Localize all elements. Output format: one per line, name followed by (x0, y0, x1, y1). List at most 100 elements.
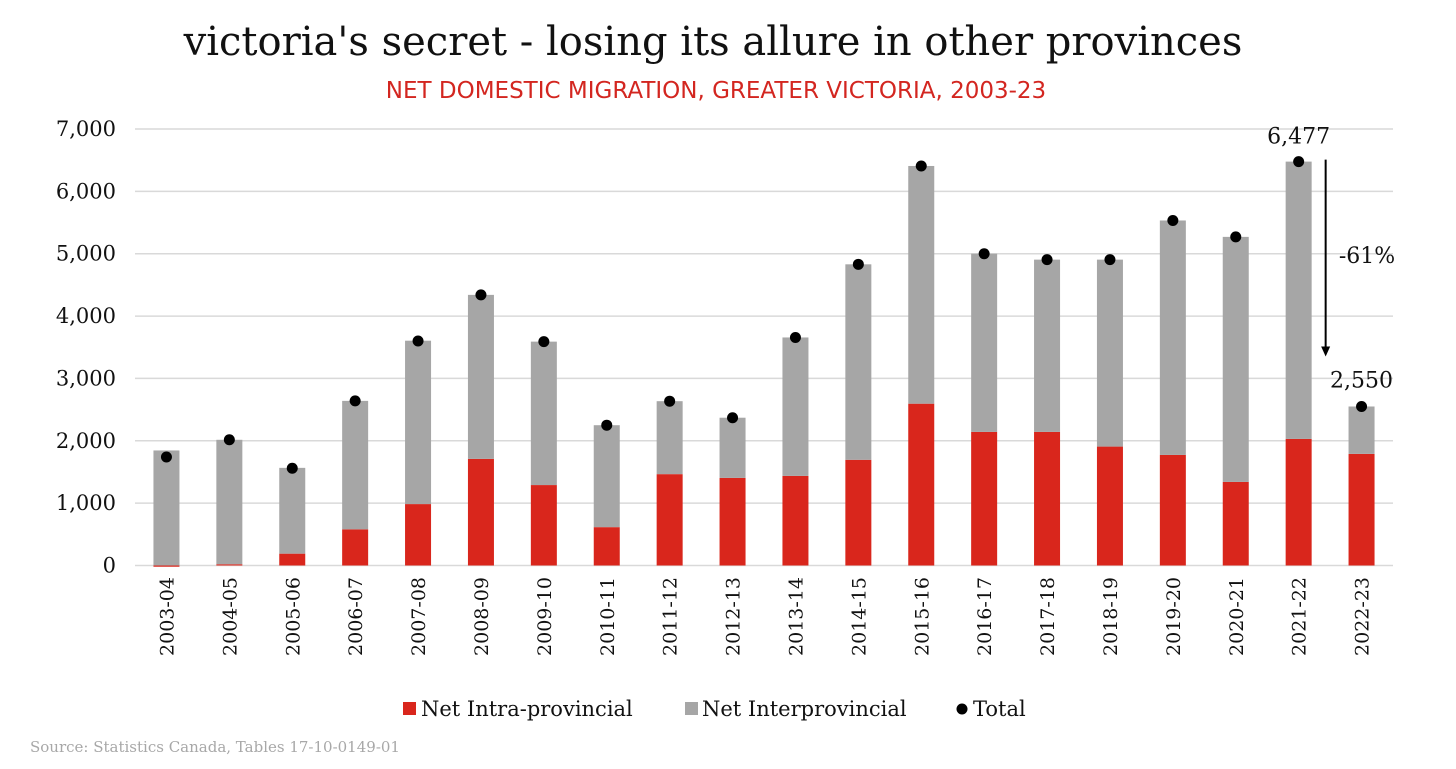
x-tick-label: 2009-10 (534, 577, 556, 656)
total-dot-2003-04 (160, 451, 172, 463)
x-tick-label: 2007-08 (408, 577, 430, 656)
total-dot-2007-08 (412, 335, 424, 347)
total-dot-2011-12 (664, 395, 676, 407)
total-dot-2012-13 (727, 412, 739, 424)
total-dot-2008-09 (475, 289, 487, 301)
bar-net-intra-provincial-2011-12 (656, 474, 683, 566)
x-tick-label: 2011-12 (660, 577, 682, 656)
total-dot-2004-05 (223, 434, 235, 446)
bar-net-intra-provincial-2018-19 (1096, 446, 1123, 566)
gridlines (135, 128, 1393, 567)
bar-net-interprovincial-2010-11 (593, 425, 620, 528)
bar-net-interprovincial-2020-21 (1222, 236, 1249, 482)
bar-net-intra-provincial-2019-20 (1159, 454, 1186, 566)
total-dot-2013-14 (789, 331, 801, 343)
bar-net-interprovincial-2006-07 (342, 400, 369, 530)
y-tick-label: 7,000 (56, 117, 116, 141)
annotations: 6,477 2,550 -61% (1267, 125, 1395, 394)
legend-label-intra: Net Intra-provincial (421, 697, 633, 721)
x-tick-label: 2012-13 (723, 577, 745, 656)
chart-title: victoria's secret - losing its allure in… (183, 19, 1243, 65)
bar-net-intra-provincial-2004-05 (216, 564, 243, 566)
legend-swatch-inter (685, 702, 698, 715)
y-tick-label: 6,000 (56, 179, 116, 203)
bar-net-interprovincial-2012-13 (719, 417, 746, 478)
x-tick-label: 2010-11 (597, 577, 619, 656)
x-tick-label: 2020-21 (1226, 577, 1248, 656)
bar-net-intra-provincial-2007-08 (405, 504, 432, 566)
arrow-down-icon (1321, 346, 1331, 357)
bar-net-interprovincial-2007-08 (405, 340, 432, 505)
bar-net-interprovincial-2021-22 (1285, 161, 1312, 439)
bar-net-interprovincial-2022-23 (1348, 406, 1375, 454)
legend-marker-total (956, 703, 968, 715)
y-tick-label: 0 (103, 554, 116, 578)
y-tick-label: 4,000 (56, 304, 116, 328)
bar-net-intra-provincial-2013-14 (782, 475, 809, 566)
bar-net-intra-provincial-2003-04 (153, 565, 180, 567)
bar-net-interprovincial-2017-18 (1034, 259, 1061, 432)
legend-label-total: Total (973, 697, 1026, 721)
y-tick-label: 1,000 (56, 491, 116, 515)
y-tick-label: 2,000 (56, 429, 116, 453)
total-dot-2014-15 (852, 258, 864, 270)
x-tick-label: 2019-20 (1163, 577, 1185, 656)
x-tick-label: 2008-09 (471, 577, 493, 656)
total-dot-2005-06 (286, 462, 298, 474)
total-dot-2020-21 (1230, 231, 1242, 243)
bar-net-interprovincial-2016-17 (971, 253, 998, 432)
total-dots (160, 156, 1368, 474)
bar-net-interprovincial-2003-04 (153, 450, 180, 566)
bar-net-interprovincial-2013-14 (782, 337, 809, 476)
total-dot-2021-22 (1293, 156, 1305, 168)
x-tick-label: 2022-23 (1352, 577, 1374, 656)
total-dot-2018-19 (1104, 254, 1116, 266)
total-dot-2009-10 (538, 336, 550, 348)
legend: Net Intra-provincial Net Interprovincial… (403, 697, 1026, 721)
x-tick-label: 2018-19 (1100, 577, 1122, 656)
x-tick-label: 2006-07 (345, 577, 367, 656)
total-dot-2006-07 (349, 395, 361, 407)
bar-net-interprovincial-2019-20 (1159, 220, 1186, 455)
bar-net-intra-provincial-2010-11 (593, 527, 620, 566)
bar-net-intra-provincial-2016-17 (971, 431, 998, 566)
bar-net-interprovincial-2005-06 (279, 467, 306, 554)
bar-net-intra-provincial-2012-13 (719, 477, 746, 566)
bar-net-intra-provincial-2009-10 (530, 485, 557, 566)
change-label: -61% (1339, 244, 1395, 269)
total-dot-2010-11 (601, 419, 613, 431)
bar-net-interprovincial-2004-05 (216, 439, 243, 565)
total-dot-2019-20 (1167, 214, 1179, 226)
bar-net-interprovincial-2008-09 (467, 294, 494, 459)
source-note: Source: Statistics Canada, Tables 17-10-… (30, 738, 400, 756)
y-tick-label: 3,000 (56, 366, 116, 390)
x-axis: 2003-04 2004-05 2005-06 2006-07 2007-08 2008-… (156, 577, 1373, 656)
bar-net-interprovincial-2009-10 (530, 341, 557, 486)
y-axis: 0 1,000 2,000 3,000 4,000 5,000 6,000 7,000 (56, 117, 116, 578)
x-tick-label: 2021-22 (1289, 577, 1311, 656)
x-tick-label: 2016-17 (974, 577, 996, 656)
bar-net-intra-provincial-2006-07 (342, 529, 369, 566)
bar-net-intra-provincial-2021-22 (1285, 438, 1312, 566)
bars (153, 161, 1375, 567)
bar-net-intra-provincial-2017-18 (1034, 431, 1061, 566)
bar-net-intra-provincial-2005-06 (279, 553, 306, 566)
bar-net-interprovincial-2018-19 (1096, 259, 1123, 447)
x-tick-label: 2004-05 (219, 577, 241, 656)
x-tick-label: 2013-14 (785, 577, 807, 656)
peak-label: 6,477 (1267, 125, 1330, 150)
x-tick-label: 2017-18 (1037, 577, 1059, 656)
latest-label: 2,550 (1330, 368, 1393, 393)
legend-swatch-intra (403, 702, 416, 715)
bar-net-intra-provincial-2022-23 (1348, 453, 1375, 566)
legend-label-inter: Net Interprovincial (702, 697, 907, 721)
total-dot-2015-16 (915, 160, 927, 172)
x-tick-label: 2003-04 (156, 577, 178, 656)
total-dot-2017-18 (1041, 254, 1053, 266)
total-dot-2016-17 (978, 248, 990, 260)
bar-net-intra-provincial-2015-16 (908, 403, 935, 566)
bar-net-intra-provincial-2020-21 (1222, 481, 1249, 566)
bar-net-interprovincial-2014-15 (845, 264, 872, 460)
y-tick-label: 5,000 (56, 242, 116, 266)
